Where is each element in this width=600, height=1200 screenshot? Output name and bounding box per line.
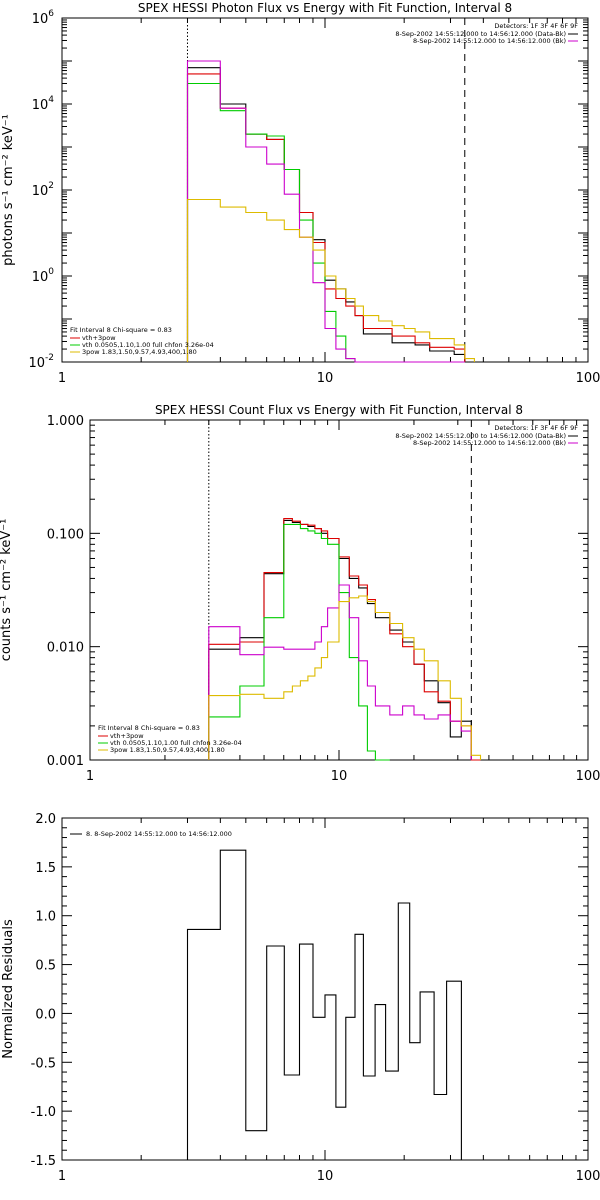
photon-y-tick-label: 102 [32,181,54,199]
count-x-tick-label: 10 [331,769,348,784]
photon-panel: SPEX HESSI Photon Flux vs Energy with Fi… [1,1,600,386]
photon-x-tick-label: 10 [317,371,334,386]
photon-series-data-bk [186,67,466,362]
residuals-y-tick-label: -0.5 [31,1056,56,1071]
count-title: SPEX HESSI Count Flux vs Energy with Fit… [155,403,523,417]
count-fit-legend-entry: 3pow 1.83,1.50,9.57,4.93,400,1.80 [110,746,225,754]
count-y-tick-label: 0.010 [47,641,84,656]
residuals-y-tick-label: 0.0 [35,1007,56,1022]
count-y-tick-label: 0.001 [47,754,84,769]
count-fit-legend-entry: vth 0.0505,1.10,1.00 full chfon 3.26e-04 [110,739,242,747]
count-x-tick-label: 100 [576,769,600,784]
count-y-tick-label: 1.000 [47,414,84,429]
count-y-axis-label: counts s⁻¹ cm⁻² keV⁻¹ [0,519,14,662]
photon-series-vth [186,82,379,363]
residuals-x-tick-label: 1 [58,1169,66,1184]
count-y-tick-label: 0.100 [47,527,84,542]
count-panel: SPEX HESSI Count Flux vs Energy with Fit… [0,403,600,784]
photon-legend-entry: 8-Sep-2002 14:55:12.000 to 14:56:12.000 … [413,37,566,45]
photon-x-tick-label: 100 [576,371,600,386]
photon-y-tick-label: 10-2 [28,353,54,371]
count-legend-entry: 8-Sep-2002 14:55:12.000 to 14:56:12.000 … [395,432,566,440]
count-fit-legend-entry: vth+3pow [110,732,144,740]
residuals-legend-entry: 8. 8-Sep-2002 14:55:12.000 to 14:56:12.0… [86,830,232,838]
residuals-y-tick-label: 1.5 [35,861,56,876]
count-x-tick-label: 1 [86,769,94,784]
photon-legend-entry: 8-Sep-2002 14:55:12.000 to 14:56:12.000 … [395,30,566,38]
count-legend-entry: 8-Sep-2002 14:55:12.000 to 14:56:12.000 … [413,439,566,447]
photon-fit-legend-entry: 3pow 1.83,1.50,9.57,4.93,400,1.80 [82,348,197,356]
photon-y-tick-label: 104 [32,95,55,113]
residuals-y-tick-label: 2.0 [35,812,56,827]
photon-y-tick-label: 106 [32,9,55,27]
photon-detectors-label: Detectors: 1F 3F 4F 6F 9F [494,22,578,30]
residuals-y-tick-label: 0.5 [35,959,56,974]
residuals-y-axis-label: Normalized Residuals [1,919,16,1059]
residuals-panel: 1 10 100 -1.5 -1.0 -0.5 0.0 0.5 1.0 1.5 2.0 Normali… [1,812,600,1184]
count-series-data-bk [208,519,481,761]
photon-series-bk [186,60,465,363]
residuals-y-tick-label: -1.0 [31,1105,56,1120]
photon-series-vth-3pow [186,73,466,362]
photon-x-tick-label: 1 [58,371,66,386]
count-series-vth-3pow [208,518,481,761]
photon-fit-legend-entry: vth+3pow [82,334,116,342]
count-detectors-label: Detectors: 1F 3F 4F 6F 9F [494,424,578,432]
photon-fit-legend-entry: vth 0.0505,1.10,1.00 full chfon 3.26e-04 [82,341,214,349]
residuals-series-residuals [186,849,462,1160]
photon-series-3pow [186,198,475,362]
residuals-y-tick-label: 1.0 [35,910,56,925]
count-fit-header: Fit Interval 8 Chi-square = 0.83 [98,724,200,732]
residuals-y-tick-label: -1.5 [31,1154,56,1169]
residuals-x-tick-label: 100 [576,1169,600,1184]
residuals-x-tick-label: 10 [317,1169,334,1184]
photon-y-axis-label: photons s⁻¹ cm⁻² keV⁻¹ [1,114,16,266]
photon-fit-header: Fit Interval 8 Chi-square = 0.83 [70,326,172,334]
count-series-3pow [208,595,482,760]
photon-y-tick-label: 100 [32,267,55,285]
residuals-plot-frame [61,817,589,1161]
count-series-bk [208,584,472,760]
count-series-vth [208,523,390,761]
photon-title: SPEX HESSI Photon Flux vs Energy with Fi… [138,1,512,15]
